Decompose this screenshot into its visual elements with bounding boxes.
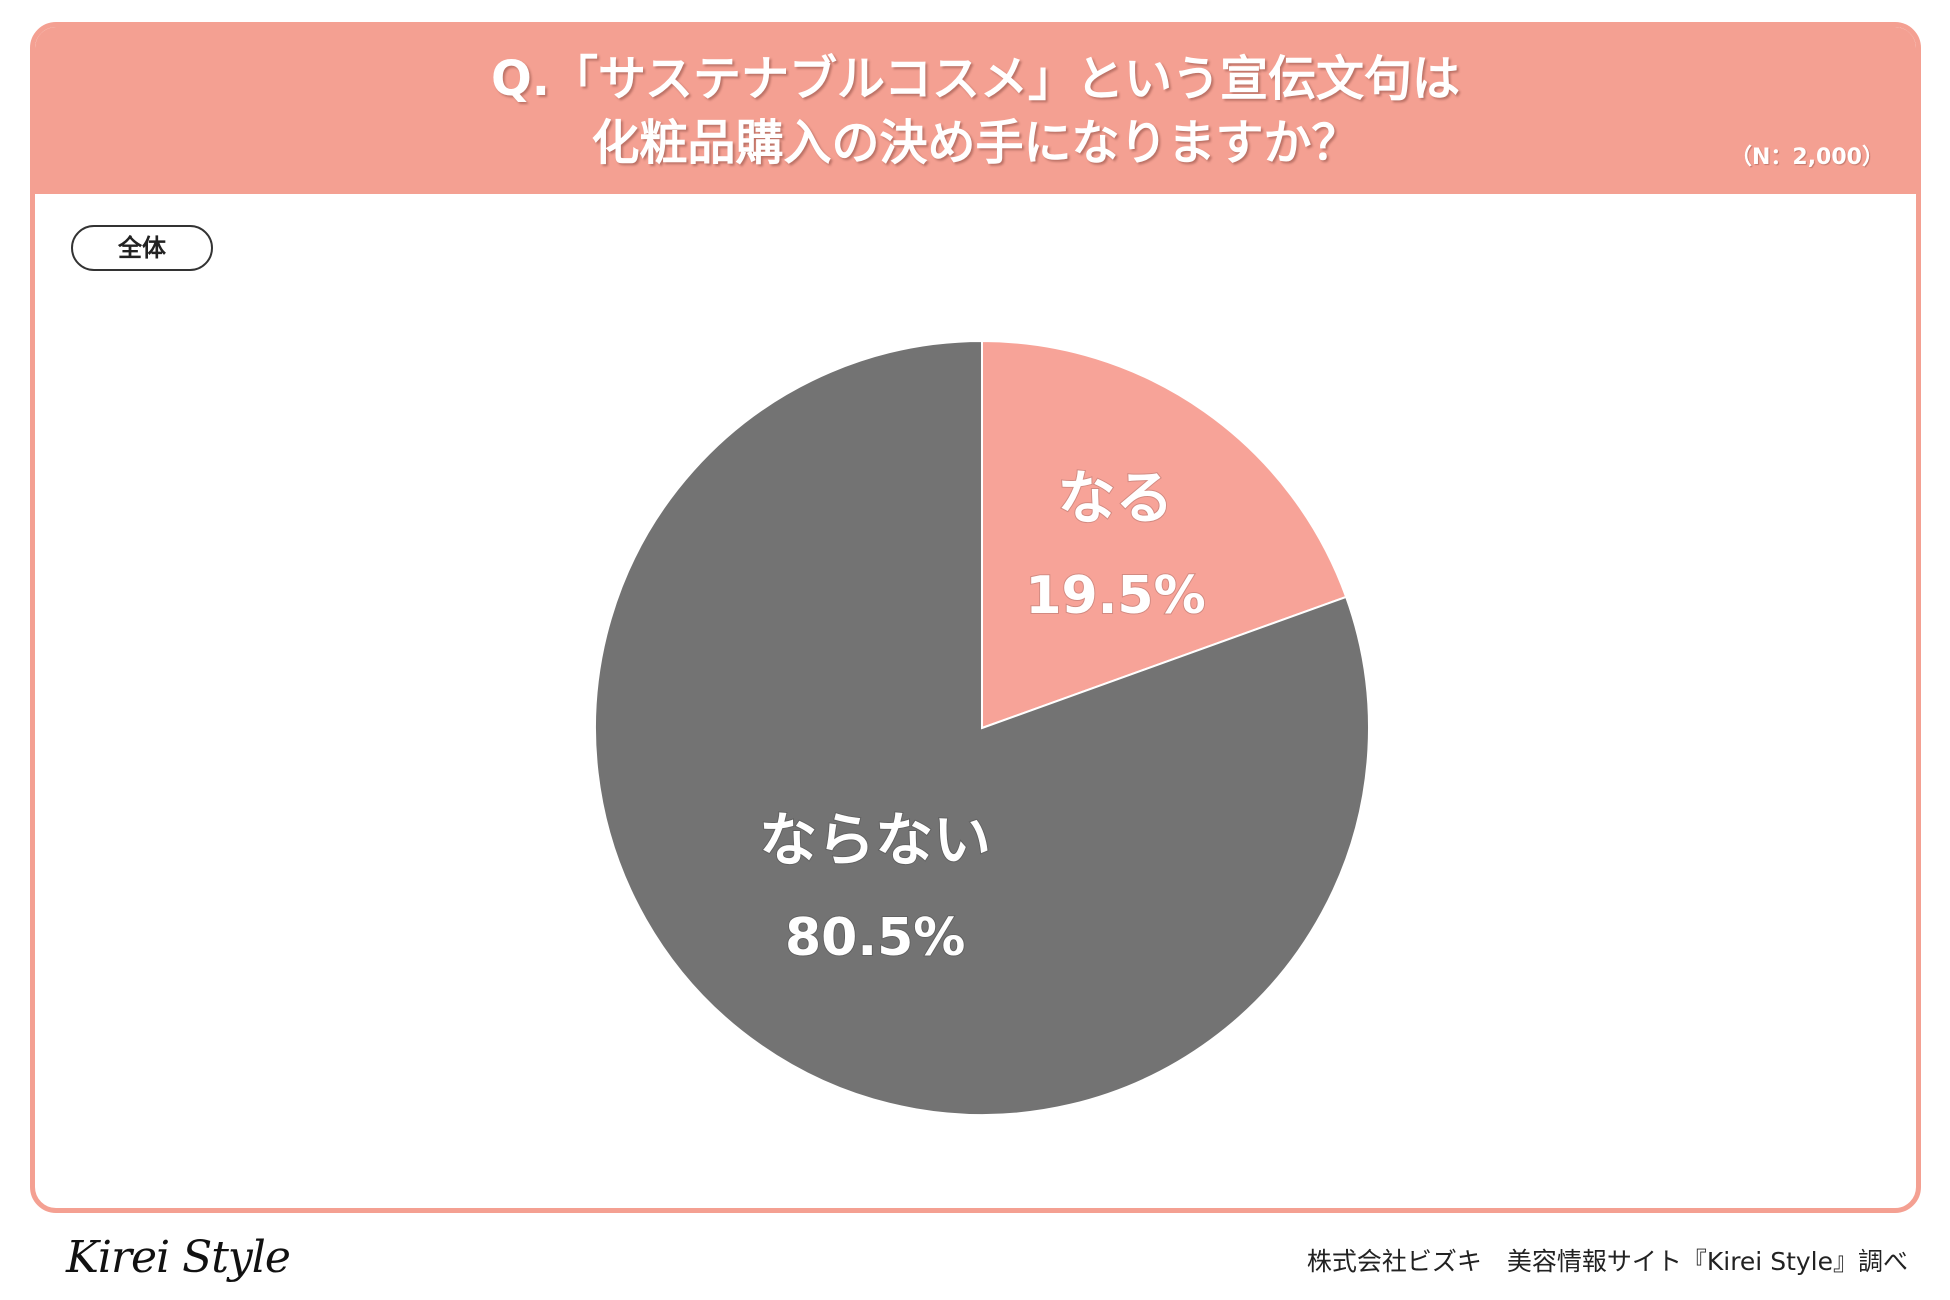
slice-label-naranai: ならない (759, 806, 991, 874)
slice-value-naranai: 80.5% (785, 908, 965, 968)
survey-credit: 株式会社ビズキ 美容情報サイト『Kirei Style』調べ (1306, 1247, 1908, 1276)
question-title-line1: Q.「サステナブルコスメ」という宣伝文句は (490, 51, 1461, 107)
question-title-line2: 化粧品購入の決め手になりますか？ (591, 115, 1360, 171)
segment-tag: 全体 (71, 225, 213, 271)
slice-value-naru: 19.5% (1025, 566, 1205, 626)
question-title: Q.「サステナブルコスメ」という宣伝文句は 化粧品購入の決め手になりますか？ (35, 47, 1916, 175)
pie-slice-0 (981, 339, 1348, 730)
pie-slice-1 (594, 339, 1370, 1116)
slice-label-naru: なる (1058, 464, 1174, 532)
kirei-style-logo: Kirei Style (66, 1232, 291, 1283)
sample-size: （N：2,000） (1729, 145, 1884, 170)
question-header: Q.「サステナブルコスメ」という宣伝文句は 化粧品購入の決め手になりますか？ （… (35, 27, 1916, 194)
